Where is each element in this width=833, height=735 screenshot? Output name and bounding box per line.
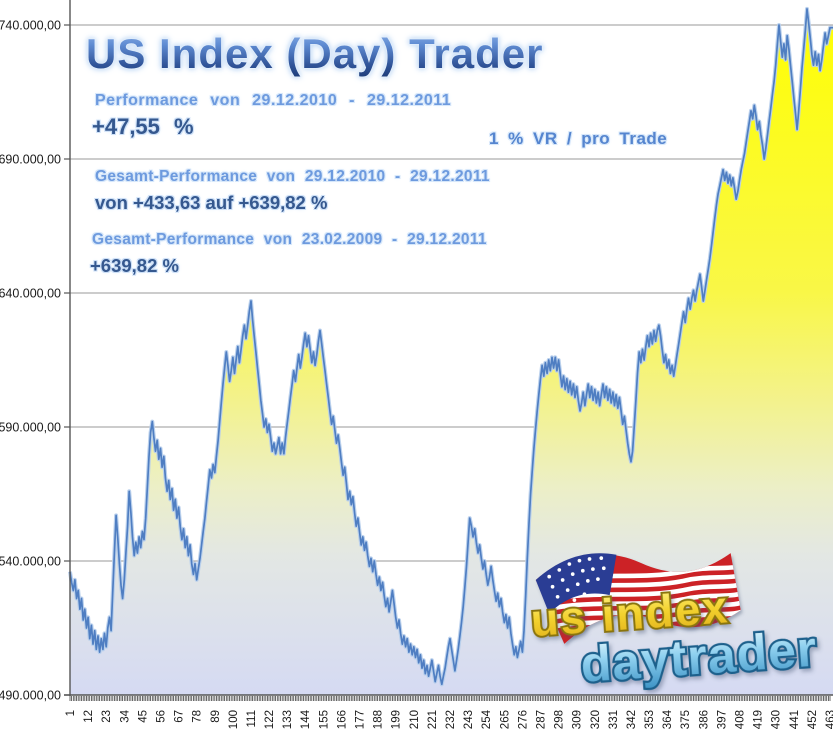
x-tick-label: 144 xyxy=(300,709,312,729)
x-tick-label: 56 xyxy=(156,710,168,723)
y-tick-label: 640.000,00 xyxy=(0,287,61,301)
x-tick-label: 408 xyxy=(735,710,747,729)
x-tick-label: 67 xyxy=(174,710,186,723)
x-tick-label: 1 xyxy=(65,710,77,716)
x-tick-label: 287 xyxy=(536,710,548,729)
x-tick-label: 12 xyxy=(83,710,95,723)
x-tick-label: 177 xyxy=(355,710,367,729)
x-tick-label: 78 xyxy=(192,710,204,723)
y-tick-label: 590.000,00 xyxy=(0,421,61,435)
x-tick-label: 375 xyxy=(680,710,692,729)
y-tick-label: 690.000,00 xyxy=(0,153,61,167)
x-tick-label: 122 xyxy=(264,710,276,729)
x-tick-label: 309 xyxy=(572,710,584,729)
x-tick-label: 133 xyxy=(282,710,294,729)
x-tick-label: 100 xyxy=(228,710,240,729)
x-axis-labels: 1 12 23 34 45 56 67 78 89 100 111 122 133 144 155 166 17… xyxy=(65,709,833,729)
us-flag-icon xyxy=(535,553,741,644)
x-tick-label: 276 xyxy=(517,710,529,729)
y-tick-label: 540.000,00 xyxy=(0,555,61,569)
x-tick-label: 364 xyxy=(662,709,674,729)
axes xyxy=(64,0,833,701)
total-performance-2010-2011-label: Gesamt-Performance von 29.12.2010 - 29.1… xyxy=(95,168,490,185)
total-performance-2010-2011-value: von +433,63 auf +639,82 % xyxy=(95,192,328,213)
x-tick-label: 254 xyxy=(481,709,493,729)
x-tick-label: 111 xyxy=(246,710,258,727)
flag-stars xyxy=(547,556,606,609)
x-tick-label: 463 xyxy=(825,710,833,729)
x-tick-label: 243 xyxy=(463,710,475,729)
x-tick-label: 342 xyxy=(626,710,638,729)
x-tick-label: 441 xyxy=(789,710,801,729)
x-tick-label: 320 xyxy=(590,710,602,729)
x-tick-label: 298 xyxy=(554,710,566,729)
y-tick-label: 740.000,00 xyxy=(0,19,61,33)
x-tick-label: 331 xyxy=(608,710,620,729)
x-tick-label: 166 xyxy=(336,710,348,729)
x-tick-label: 353 xyxy=(644,710,656,729)
risk-per-trade-note: 1 % VR / pro Trade xyxy=(489,129,668,148)
total-performance-2009-2011-value: +639,82 % xyxy=(90,255,179,276)
x-tick-label: 221 xyxy=(427,710,439,729)
x-tick-label: 23 xyxy=(101,710,113,723)
x-tick-label: 419 xyxy=(753,710,765,729)
y-tick-label: 490.000,00 xyxy=(0,689,61,703)
equity-line xyxy=(68,6,833,687)
x-tick-label: 34 xyxy=(119,709,131,722)
x-tick-label: 210 xyxy=(409,710,421,729)
page-title: US Index (Day) Trader xyxy=(86,30,544,77)
us-index-daytrader-logo: us index daytrader xyxy=(527,553,821,695)
x-tick-label: 430 xyxy=(771,710,783,729)
area-fill xyxy=(70,8,833,695)
total-performance-2009-2011-label: Gesamt-Performance von 23.02.2009 - 29.1… xyxy=(92,231,487,248)
x-tick-label: 199 xyxy=(391,710,403,729)
x-tick-label: 265 xyxy=(499,710,511,729)
performance-value: +47,55 % xyxy=(92,114,194,139)
performance-period-label: Performance von 29.12.2010 - 29.12.2011 xyxy=(95,92,452,109)
x-tick-label: 45 xyxy=(137,710,149,723)
y-axis-labels: 740.000,00 690.000,00 640.000,00 590.000,00… xyxy=(0,19,61,703)
x-tick-label: 89 xyxy=(210,710,222,723)
x-tick-label: 397 xyxy=(716,710,728,729)
x-tick-label: 232 xyxy=(445,710,457,729)
x-tick-label: 452 xyxy=(807,710,819,729)
x-tick-label: 386 xyxy=(698,710,710,729)
logo-text-us-index: us index xyxy=(529,581,731,646)
x-tick-label: 155 xyxy=(318,710,330,729)
x-tick-label: 188 xyxy=(373,710,385,729)
